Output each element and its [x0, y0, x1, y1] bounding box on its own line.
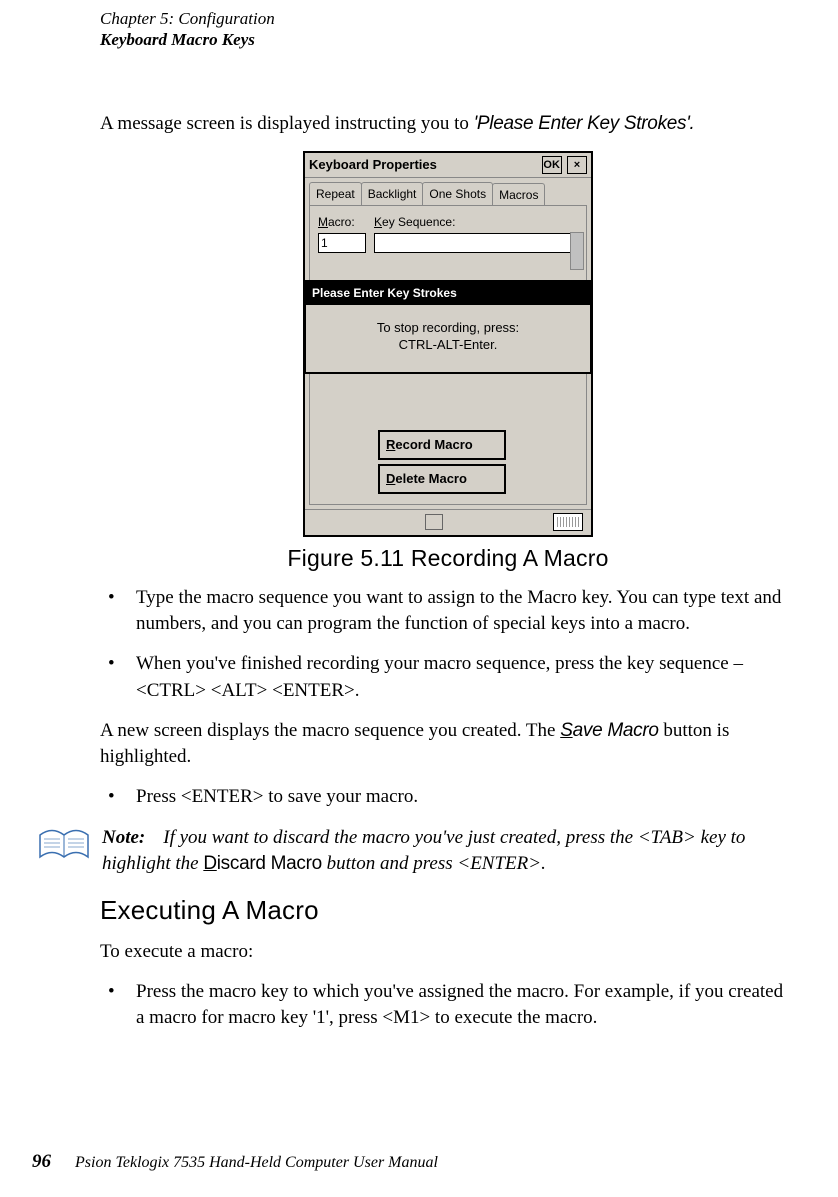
book-icon — [38, 827, 90, 863]
list-item: Press <ENTER> to save your macro. — [136, 784, 796, 810]
taskbar-keyboard-icon[interactable] — [553, 513, 583, 531]
page-footer: 96 Psion Teklogix 7535 Hand-Held Compute… — [32, 1151, 438, 1173]
dialog-body: Macro: 1 Key Sequence: Please Enter Key … — [309, 205, 587, 505]
figure-block: Keyboard Properties OK × Repeat Backligh… — [100, 151, 796, 575]
section-line: Keyboard Macro Keys — [100, 29, 796, 50]
intro-quoted: 'Please Enter Key Strokes'. — [474, 113, 695, 134]
message-body: To stop recording, press: CTRL-ALT-Enter… — [306, 305, 590, 372]
list-item: Press the macro key to which you've assi… — [136, 979, 796, 1031]
dialog-close-button[interactable]: × — [567, 156, 587, 174]
tab-repeat[interactable]: Repeat — [309, 182, 362, 206]
message-line2: CTRL-ALT-Enter. — [399, 337, 498, 352]
taskbar-window-icon — [425, 514, 443, 530]
dialog-taskbar — [305, 509, 591, 535]
keyseq-label: Key Sequence: — [374, 214, 578, 231]
save-macro-term: Save Macro — [560, 720, 658, 741]
figure-caption: Figure 5.11 Recording A Macro — [100, 543, 796, 575]
dialog-ok-button[interactable]: OK — [542, 156, 562, 174]
paragraph-save-macro: A new screen displays the macro sequence… — [100, 718, 796, 770]
para2-pre: A new screen displays the macro sequence… — [100, 720, 560, 741]
macro-scrollbar[interactable] — [570, 232, 584, 270]
intro-lead: A message screen is displayed instructin… — [100, 113, 474, 134]
dialog-titlebar: Keyboard Properties OK × — [305, 153, 591, 178]
executing-heading: Executing A Macro — [100, 893, 796, 929]
intro-paragraph: A message screen is displayed instructin… — [100, 111, 796, 137]
dialog-title: Keyboard Properties — [309, 156, 437, 174]
message-title: Please Enter Key Strokes — [306, 282, 590, 305]
exec-intro: To execute a macro: — [100, 939, 796, 965]
macro-label: Macro: — [318, 214, 366, 231]
footer-text: Psion Teklogix 7535 Hand-Held Computer U… — [75, 1154, 438, 1171]
dialog-tabs: Repeat Backlight One Shots Macros — [305, 178, 591, 206]
message-line1: To stop recording, press: — [377, 320, 519, 335]
tab-oneshots[interactable]: One Shots — [422, 182, 493, 206]
message-box: Please Enter Key Strokes To stop recordi… — [304, 280, 592, 374]
note-label: Note: — [102, 827, 145, 848]
page-header: Chapter 5: Configuration Keyboard Macro … — [100, 0, 796, 51]
discard-macro-term: Discard Macro — [203, 853, 322, 874]
macro-listbox[interactable]: 1 — [318, 233, 366, 253]
list-item: Type the macro sequence you want to assi… — [136, 585, 796, 637]
bullet-list-2: Press <ENTER> to save your macro. — [100, 784, 796, 810]
bullet-list-3: Press the macro key to which you've assi… — [100, 979, 796, 1031]
chapter-line: Chapter 5: Configuration — [100, 8, 796, 29]
note-text: Note:If you want to discard the macro yo… — [102, 825, 796, 877]
tab-backlight[interactable]: Backlight — [361, 182, 424, 206]
note-post: button and press <ENTER>. — [322, 853, 546, 874]
tab-macros[interactable]: Macros — [492, 183, 545, 207]
keyseq-textbox[interactable] — [374, 233, 578, 253]
keyboard-properties-dialog: Keyboard Properties OK × Repeat Backligh… — [303, 151, 593, 538]
list-item: When you've finished recording your macr… — [136, 651, 796, 703]
note-block: Note:If you want to discard the macro yo… — [38, 825, 796, 877]
page-number: 96 — [32, 1151, 51, 1172]
record-macro-button[interactable]: Record Macro — [378, 430, 506, 460]
bullet-list-1: Type the macro sequence you want to assi… — [100, 585, 796, 704]
delete-macro-button[interactable]: Delete Macro — [378, 464, 506, 494]
